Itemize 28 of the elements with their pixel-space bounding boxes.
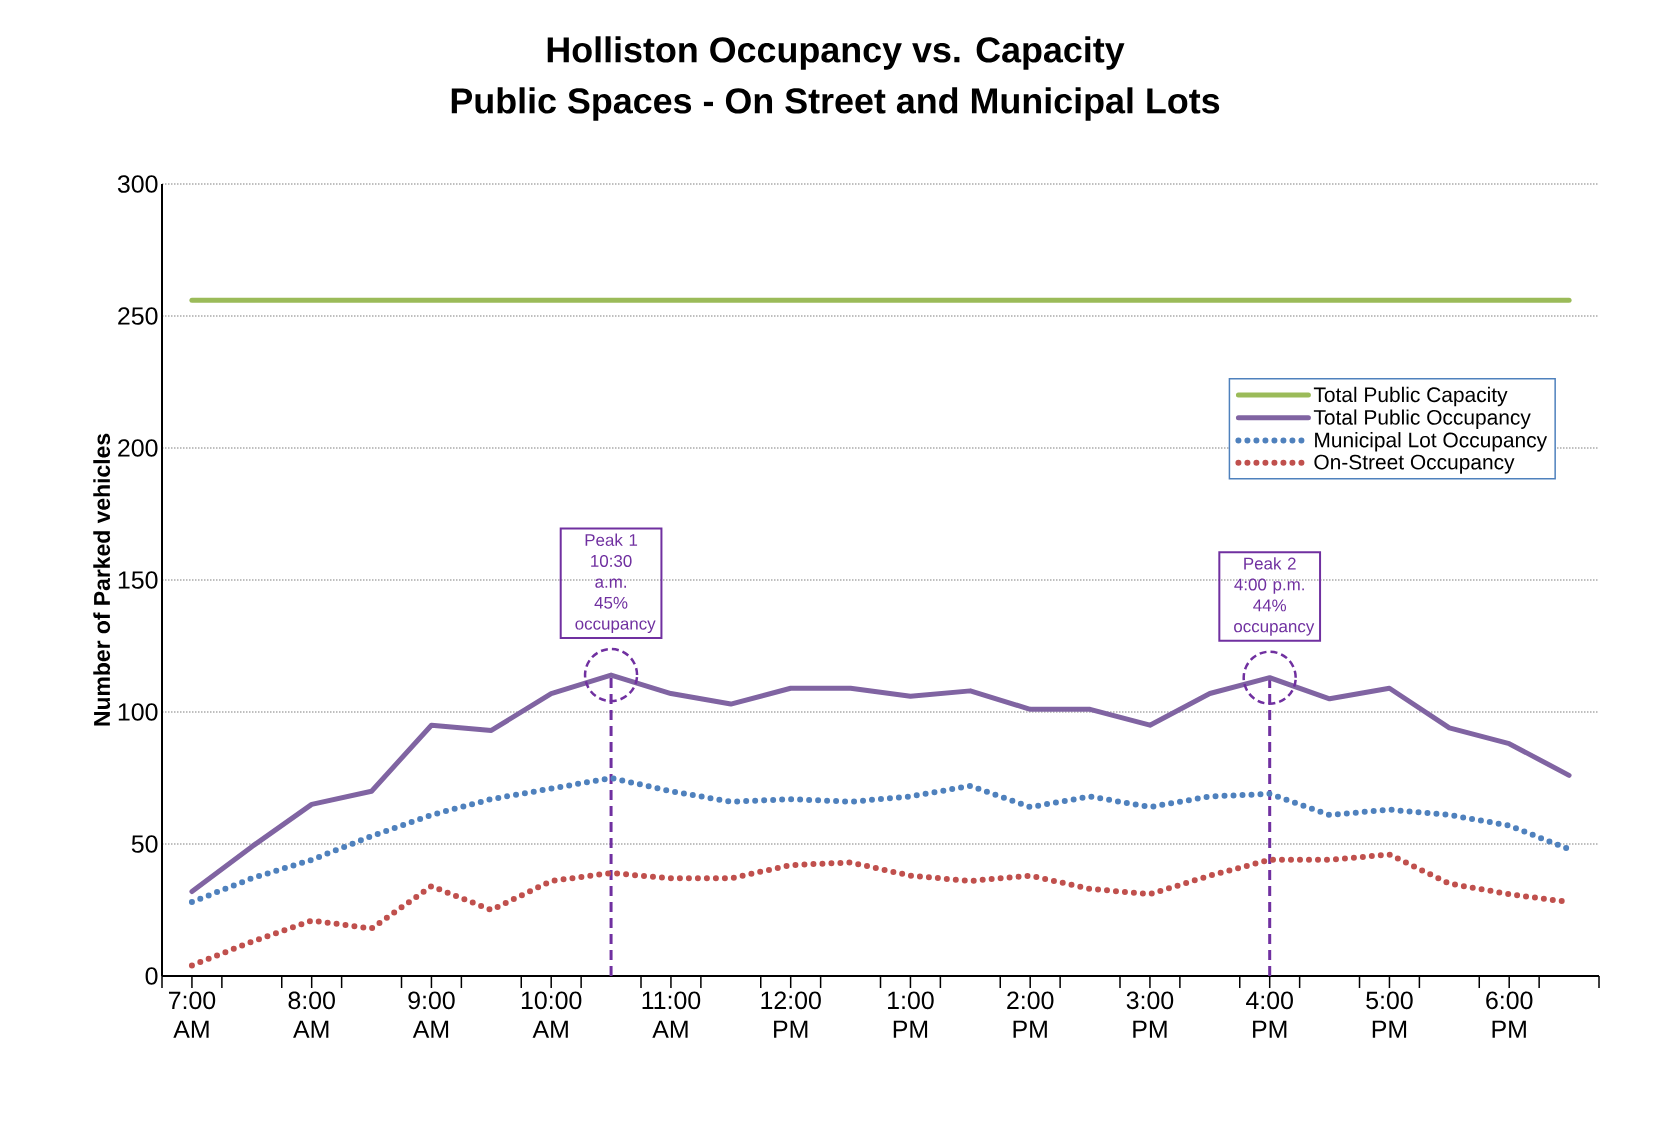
x-tick-label: 11:00 AM (642, 991, 701, 1038)
legend-label: Municipal Lot Occupancy (1315, 432, 1548, 452)
legend-label: On-Street Occupancy (1314, 454, 1515, 474)
x-tick-label: 1:00 PM (888, 991, 934, 1038)
y-tick-label: 0 (145, 967, 158, 985)
y-tick-label: 50 (131, 835, 158, 853)
x-tick-label: 8:00 AM (288, 991, 335, 1038)
y-axis-title: Number of Parked vehicles (93, 433, 111, 726)
x-tick-label: 6:00 PM (1486, 991, 1533, 1038)
y-tick-label: 150 (118, 571, 158, 589)
y-tick-label: 100 (118, 703, 158, 721)
chart-subtitle: Public Spaces - On Street and Municipal Lots (451, 87, 1220, 121)
chart-title: Holliston Occupancy vs. Capacity (547, 36, 1125, 70)
x-tick-label: 5:00 PM (1366, 991, 1413, 1038)
x-tick-label: 7:00 AM (168, 991, 216, 1038)
annotation: Peak 2 4:00 p.m. 44% occupancy (1234, 557, 1315, 636)
x-tick-label: 2:00 PM (1007, 991, 1054, 1038)
x-tick-label: 3:00 PM (1126, 991, 1174, 1038)
x-tick-label: 10:00 AM (521, 991, 582, 1038)
x-tick-label: 4:00 PM (1246, 991, 1293, 1038)
annotation: Peak 1 10:30 a.m. 45% occupancy (575, 533, 656, 634)
legend-label: Total Public Capacity (1313, 386, 1508, 407)
legend-label: Total Public Occupancy (1313, 409, 1531, 429)
y-tick-label: 200 (118, 439, 158, 457)
y-tick-label: 250 (118, 307, 158, 325)
y-tick-label: 300 (117, 175, 158, 193)
x-tick-label: 12:00 PM (761, 991, 821, 1038)
x-tick-label: 9:00 AM (408, 991, 455, 1038)
